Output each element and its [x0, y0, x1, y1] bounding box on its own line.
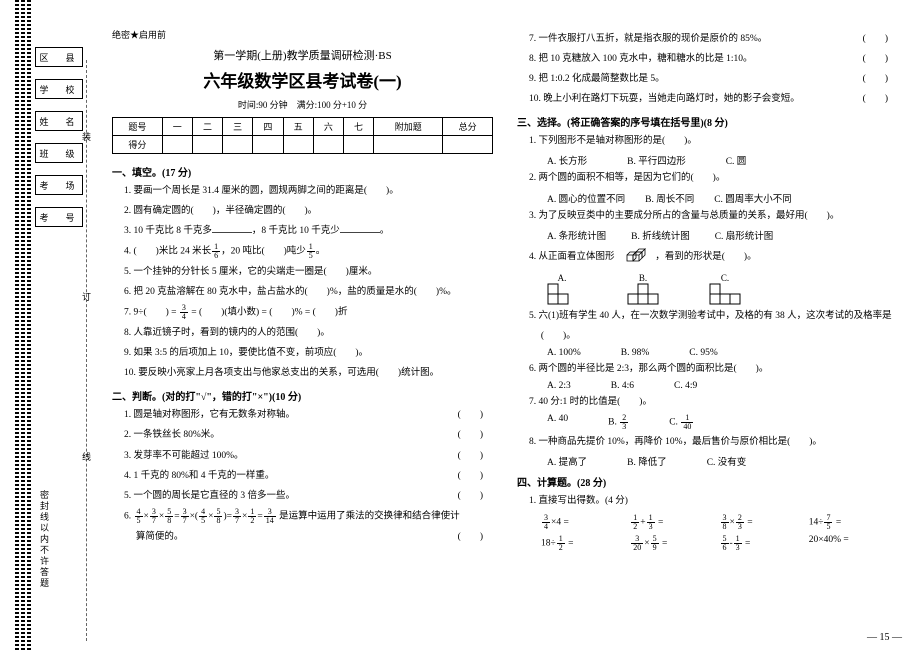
s3-q3: 3. 为了反映豆类中的主要成分所占的含量与总质量的关系，最好用( )。	[529, 208, 898, 225]
score-table: 题号 一 二 三 四 五 六 七 附加题 总分 得分	[112, 117, 493, 154]
field-school: 学 校	[35, 79, 83, 99]
page-number: — 15 —	[867, 632, 902, 643]
score-h3: 三	[223, 118, 253, 136]
calc-row-1: 34×4 = 12+13 = 38×23 = 14÷75 =	[541, 514, 898, 531]
secret-label: 绝密★启用前	[112, 28, 493, 41]
score-h9: 总分	[443, 118, 493, 136]
s1-q6: 6. 把 20 克盐溶解在 80 克水中，盐占盐水的( )%，盐的质量是水的( …	[124, 284, 493, 301]
s1-q5: 5. 一个挂钟的分针长 5 厘米，它的尖端走一圈是( )厘米。	[124, 264, 493, 281]
exam-meta: 时间:90 分钟 满分:100 分+10 分	[112, 98, 493, 111]
section-2-title: 二、判断。(对的打"√"，错的打"×")(10 分)	[112, 388, 493, 403]
s3-q4: 4. 从正面看立体图形 ，看到的形状是( )。	[529, 245, 898, 269]
exam-title: 六年级数学区县考试卷(一)	[112, 67, 493, 92]
seal-text: 密封线以内不许答题	[38, 490, 51, 589]
s3-q5-opts: A. 100%B. 98%C. 95%	[547, 348, 898, 358]
field-name: 姓 名	[35, 111, 83, 131]
s2-q2: 2. 一条铁丝长 80%米。( )	[124, 427, 493, 444]
binding-line-1	[15, 0, 19, 651]
score-h6: 六	[313, 118, 343, 136]
s2-q7: 7. 一件衣服打八五折，就是指衣服的现价是原价的 85%。( )	[529, 31, 898, 48]
section-3-title: 三、选择。(将正确答案的序号填在括号里)(8 分)	[517, 114, 898, 129]
s4-sub1: 1. 直接写出得数。(4 分)	[529, 493, 898, 510]
s1-q8: 8. 人靠近镜子时，看到的镜内的人的范围( )。	[124, 325, 493, 342]
s3-q7-opts: A. 40 B. 23 C. 140	[547, 414, 898, 431]
shape-c-icon	[709, 283, 741, 305]
binding-line-2	[21, 0, 25, 651]
s2-q6b: 算简便的。( )	[124, 529, 493, 546]
s3-q2-opts: A. 圆心的位置不同B. 周长不同C. 圆周率大小不同	[547, 191, 898, 205]
right-column: 7. 一件衣服打八五折，就是指衣服的现价是原价的 85%。( ) 8. 把 10…	[505, 28, 910, 641]
s3-q7: 7. 40 分:1 时的比值是( )。	[529, 394, 898, 411]
s1-q9: 9. 如果 3:5 的后项加上 10，要使比值不变，前项应( )。	[124, 345, 493, 362]
calc-row-2: 18÷12 = 320×59 = 56-13 = 20×40% =	[541, 535, 898, 552]
binding-line-3	[27, 0, 31, 651]
s3-q1-opts: A. 长方形B. 平行四边形C. 圆	[547, 153, 898, 167]
cube-icon	[623, 245, 653, 269]
score-h5: 五	[283, 118, 313, 136]
s3-q4-opts: A. B. C.	[547, 273, 898, 305]
field-district: 区 县	[35, 47, 83, 67]
section-4-title: 四、计算题。(28 分)	[517, 474, 898, 489]
shape-b-icon	[627, 283, 659, 305]
s1-q1: 1. 要画一个周长是 31.4 厘米的圆，圆规两脚之间的距离是( )。	[124, 183, 493, 200]
score-h8: 附加题	[374, 118, 443, 136]
score-h7: 七	[343, 118, 373, 136]
dash-label-ding: 订	[82, 290, 91, 303]
s2-q9: 9. 把 1:0.2 化成最简整数比是 5。( )	[529, 71, 898, 88]
s3-q8: 8. 一种商品先提价 10%，再降价 10%，最后售价与原价相比是( )。	[529, 434, 898, 451]
field-class: 班 级	[35, 143, 83, 163]
score-h0: 题号	[113, 118, 163, 136]
s2-q1: 1. 圆是轴对称图形，它有无数条对称轴。( )	[124, 407, 493, 424]
s2-q5: 5. 一个圆的周长是它直径的 3 倍多一些。( )	[124, 488, 493, 505]
score-h1: 一	[162, 118, 192, 136]
s2-q3: 3. 发芽率不可能超过 100%。( )	[124, 448, 493, 465]
s2-q6: 6. 45×37×58=37×(45×58)=37×12=314 是运算中运用了…	[124, 508, 493, 526]
section-1-title: 一、填空。(17 分)	[112, 164, 493, 179]
score-row2: 得分	[113, 136, 163, 154]
dash-label-xian: 线	[82, 450, 91, 463]
s3-q1: 1. 下列图形不是轴对称图形的是( )。	[529, 133, 898, 150]
shape-a-icon	[547, 283, 577, 305]
dash-label-zhuang: 装	[82, 130, 91, 143]
field-number: 考 号	[35, 207, 83, 227]
header-sub: 第一学期(上册)教学质量调研检测·BS	[112, 47, 493, 63]
fold-dash-line	[86, 60, 87, 641]
s3-q6-opts: A. 2:3B. 4:6C. 4:9	[547, 381, 898, 391]
field-room: 考 场	[35, 175, 83, 195]
left-column: 绝密★启用前 第一学期(上册)教学质量调研检测·BS 六年级数学区县考试卷(一)…	[100, 28, 505, 641]
s1-q4: 4. ( )米比 24 米长16，20 吨比( )吨少15。	[124, 243, 493, 261]
s2-q4: 4. 1 千克的 80%和 4 千克的一样重。( )	[124, 468, 493, 485]
s1-q7: 7. 9÷( ) = 34 = ( )(填小数) = ( )% = ( )折	[124, 304, 493, 322]
s3-q8-opts: A. 提高了B. 降低了C. 没有变	[547, 454, 898, 468]
s3-q5b: ( )。	[529, 328, 898, 345]
s1-q10: 10. 要反映小亮家上月各项支出与他家总支出的关系，可选用( )统计图。	[124, 365, 493, 382]
s3-q3-opts: A. 条形统计图B. 折线统计图C. 扇形统计图	[547, 228, 898, 242]
score-h4: 四	[253, 118, 283, 136]
s3-q6: 6. 两个圆的半径比是 2:3，那么两个圆的面积比是( )。	[529, 361, 898, 378]
s1-q2: 2. 圆有确定圆的( )，半径确定圆的( )。	[124, 203, 493, 220]
s1-q3: 3. 10 千克比 8 千克多，8 千克比 10 千克少。	[124, 223, 493, 240]
s2-q10: 10. 晚上小利在路灯下玩耍，当她走向路灯时，她的影子会变短。( )	[529, 91, 898, 108]
s2-q8: 8. 把 10 克糖放入 100 克水中，糖和糖水的比是 1:10。( )	[529, 51, 898, 68]
binding-margin: 装 订 线 区 县 学 校 姓 名 班 级 考 场 考 号 密封线以内不许答题	[0, 0, 90, 651]
s3-q2: 2. 两个圆的面积不相等，是因为它们的( )。	[529, 170, 898, 187]
score-h2: 二	[192, 118, 222, 136]
s3-q5: 5. 六(1)班有学生 40 人，在一次数学测验考试中，及格的有 38 人，这次…	[529, 308, 898, 325]
